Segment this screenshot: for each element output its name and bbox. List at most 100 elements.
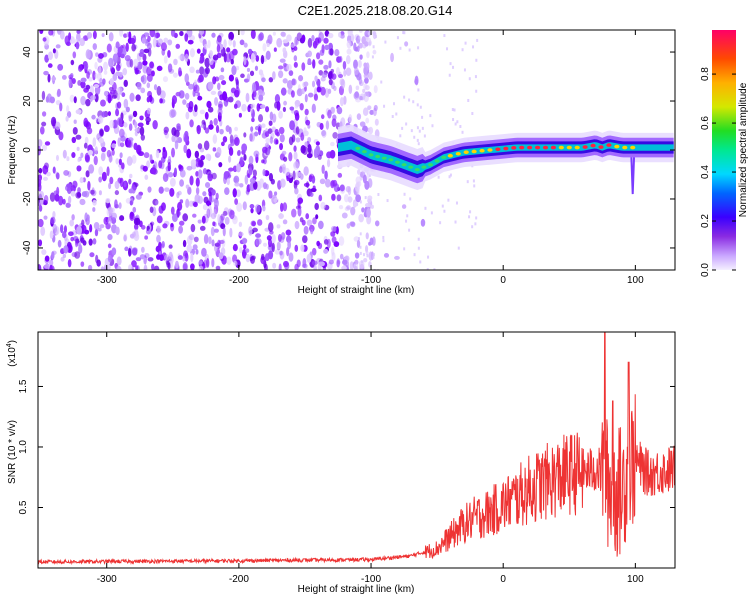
spectrogram-cell — [349, 221, 355, 227]
spectrogram-cell — [133, 142, 138, 151]
spectrogram-cell — [329, 48, 334, 56]
spectrogram-cell — [158, 160, 163, 169]
spectrogram-cell — [338, 204, 344, 210]
spectrogram-cell — [399, 46, 402, 50]
spectrogram-cell — [332, 131, 338, 139]
spectrogram-cell — [70, 73, 74, 79]
spectrogram-cell — [134, 121, 138, 129]
spectrogram-cell — [95, 52, 99, 57]
spectrogram-cell — [314, 202, 319, 211]
spectrogram-cell — [138, 52, 145, 58]
spectrogram-cell — [359, 245, 362, 249]
spectrogram-cell — [332, 179, 338, 187]
spectrogram-cell — [146, 96, 150, 103]
spectrogram-cell — [201, 215, 206, 224]
spectrogram-cell — [323, 37, 329, 44]
spectrogram-cell — [282, 47, 287, 54]
spectrogram-cell — [55, 100, 61, 106]
spectrogram-cell — [115, 41, 120, 49]
spectrogram-cell — [195, 171, 199, 177]
spectrogram-cell — [179, 31, 184, 37]
spectrogram-cell — [179, 179, 184, 187]
spectrogram-cell — [70, 190, 76, 197]
spectrogram-cell — [273, 47, 277, 52]
spectrogram-cell — [339, 253, 344, 260]
spectrogram-cell — [232, 243, 238, 252]
x-tick-label: 100 — [627, 275, 644, 286]
spectrogram-cell — [392, 102, 395, 106]
spectrogram-cell — [358, 213, 364, 223]
spectrogram-cell — [111, 143, 116, 149]
spectrogram-cell — [355, 194, 362, 203]
spectrogram-cell — [50, 116, 57, 127]
spectrogram-cell — [208, 56, 214, 66]
spectrogram-cell — [293, 145, 297, 152]
spectrogram-cell — [115, 158, 120, 165]
spectrogram-cell — [195, 249, 199, 255]
spectrogram-cell — [264, 131, 270, 138]
spectrogram-cell — [293, 61, 298, 68]
spectrogram-cell — [197, 95, 203, 101]
spectrogram-cell — [147, 186, 152, 193]
spectrogram-cell — [294, 36, 298, 47]
spectrogram-cell — [38, 190, 45, 200]
spectrogram-cell — [414, 75, 419, 86]
spectrogram-cell — [141, 246, 145, 253]
spectrogram-cell — [220, 67, 225, 73]
spectrogram-cell — [416, 103, 419, 107]
spectrogram-cell — [280, 87, 287, 96]
spectrogram-cell — [44, 141, 51, 146]
spectrogram-cell — [234, 198, 239, 205]
spectrogram-cell — [267, 250, 274, 260]
spectrogram-cell — [359, 121, 366, 127]
spectrogram-cell — [228, 74, 235, 82]
spectrogram-cell — [171, 213, 178, 222]
spectrogram-cell — [288, 70, 294, 76]
spectrogram-cell — [101, 146, 107, 153]
spectrogram-cell — [98, 137, 105, 144]
spectrogram-cell — [359, 54, 363, 60]
spectrogram-cell — [291, 78, 297, 86]
spectrogram-cell — [413, 253, 416, 257]
spectrogram-cell — [300, 244, 305, 252]
spectrogram-cell — [351, 33, 355, 43]
spectrogram-cell — [132, 231, 136, 238]
spectrogram-cell — [233, 103, 238, 109]
spectrogram-cell — [223, 39, 227, 49]
spectrogram-cell — [207, 39, 211, 49]
spectrogram-cell — [95, 254, 99, 264]
spectrogram-cell — [141, 37, 146, 44]
spectrogram-cell — [184, 33, 189, 42]
spectrogram-cell — [151, 70, 155, 77]
spectrogram-cell — [163, 55, 168, 64]
spectrogram-cell — [260, 54, 265, 65]
spectrogram-cell — [134, 128, 140, 133]
spectrogram-cell — [221, 141, 225, 147]
spectrogram-cell — [215, 192, 219, 200]
spectrogram-cell — [338, 236, 345, 246]
spectrogram-cell — [41, 144, 48, 152]
spectrogram-cell — [328, 60, 332, 69]
spectrogram-cell — [163, 129, 168, 136]
spectrogram-cell — [65, 115, 69, 122]
spectrogram-cell — [80, 152, 84, 158]
spectrogram-cell — [361, 207, 365, 213]
spectrogram-cell — [196, 48, 201, 54]
spectrogram-cell — [152, 37, 157, 48]
spectrogram-cell — [356, 45, 360, 52]
spectrogram-cell — [143, 257, 147, 265]
spectrogram-cell — [232, 254, 238, 263]
spectrogram-cell — [269, 136, 273, 144]
snr-panel: -300 -200 -100 0 100 0.5 1.0 1.5 Height of str… — [6, 331, 676, 595]
colorbar-ticks: 0.0 0.2 0.4 0.6 0.8 — [700, 67, 736, 277]
figure-title: C2E1.2025.218.08.20.G14 — [298, 3, 453, 18]
spectrogram-cell — [253, 150, 260, 158]
spectrogram-cell — [135, 194, 142, 200]
spectrogram-cell — [146, 107, 152, 115]
spectrogram-cell — [124, 54, 131, 62]
spectrogram-cell — [417, 46, 420, 50]
spectrogram-cell — [334, 48, 340, 57]
spectrogram-cell — [403, 95, 406, 99]
spectrogram-cell — [80, 95, 86, 106]
spectrogram-cell — [158, 186, 164, 194]
